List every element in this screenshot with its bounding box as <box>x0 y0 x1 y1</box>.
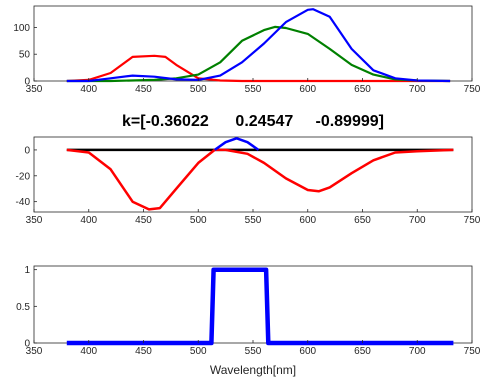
x-tick-label: 600 <box>299 84 316 95</box>
series-line-2 <box>66 8 451 83</box>
y-tick-label: 0.5 <box>16 302 30 313</box>
x-tick-label: 450 <box>135 84 152 95</box>
y-tick-label: -40 <box>16 197 31 208</box>
y-tick-layer: -40 -20 0 <box>16 145 37 208</box>
panel-middle-title: k=[-0.36022 0.24547 -0.89999] <box>122 113 384 130</box>
series-line-1 <box>66 148 454 211</box>
x-tick-label: 400 <box>80 215 97 226</box>
x-tick-label: 450 <box>135 215 152 226</box>
x-tick-label: 650 <box>354 215 371 226</box>
x-tick-layer: 350 400 450 500 550 600 650 700 750 <box>26 340 481 357</box>
x-tick-label: 600 <box>299 346 316 357</box>
x-tick-label: 750 <box>464 346 481 357</box>
series-layer <box>66 267 454 346</box>
x-tick-layer: 350 400 450 500 550 600 650 700 750 <box>26 78 481 95</box>
x-tick-label: 600 <box>299 215 316 226</box>
x-tick-label: 650 <box>354 84 371 95</box>
x-tick-layer: 350 400 450 500 550 600 650 700 750 <box>26 209 481 226</box>
y-tick-layer: 00.51 <box>16 265 37 350</box>
series-layer <box>66 137 454 211</box>
panel-bottom: 350 400 450 500 550 600 650 700 750 00.51 <box>16 265 481 357</box>
x-tick-label: 750 <box>464 84 481 95</box>
x-tick-label: 550 <box>245 215 262 226</box>
x-tick-label: 500 <box>190 346 207 357</box>
y-tick-label: 50 <box>19 50 31 61</box>
x-tick-label: 750 <box>464 215 481 226</box>
x-tick-label: 500 <box>190 84 207 95</box>
axes-box <box>33 265 473 344</box>
axes-box <box>33 5 473 82</box>
x-tick-label: 400 <box>80 84 97 95</box>
x-tick-label: 700 <box>409 84 426 95</box>
y-tick-label: 1 <box>24 265 30 276</box>
x-tick-label: 450 <box>135 346 152 357</box>
y-tick-layer: 0 50 100 <box>13 23 37 88</box>
x-tick-label: 650 <box>354 346 371 357</box>
y-tick-label: -20 <box>16 171 31 182</box>
x-tick-label: 700 <box>409 346 426 357</box>
x-tick-label: 350 <box>26 84 43 95</box>
y-tick-label: 100 <box>13 23 30 34</box>
x-tick-label: 550 <box>245 84 262 95</box>
y-tick-label: 0 <box>24 145 30 156</box>
series-line-2 <box>213 137 260 151</box>
panel-top: 350 400 450 500 550 600 650 700 750 0 50 100 <box>13 5 481 95</box>
x-tick-label: 500 <box>190 215 207 226</box>
x-axis-label: Wavelength[nm] <box>210 363 296 377</box>
y-tick-label: 0 <box>24 339 30 350</box>
x-tick-label: 400 <box>80 346 97 357</box>
panel-middle: 350 400 450 500 550 600 650 700 750 -40 -20 0 <box>16 136 481 226</box>
x-tick-label: 350 <box>26 346 43 357</box>
x-tick-label: 350 <box>26 215 43 226</box>
x-tick-label: 700 <box>409 215 426 226</box>
axes-box <box>33 136 473 213</box>
series-line-0 <box>66 267 454 346</box>
x-tick-label: 550 <box>245 346 262 357</box>
y-tick-label: 0 <box>24 77 30 88</box>
